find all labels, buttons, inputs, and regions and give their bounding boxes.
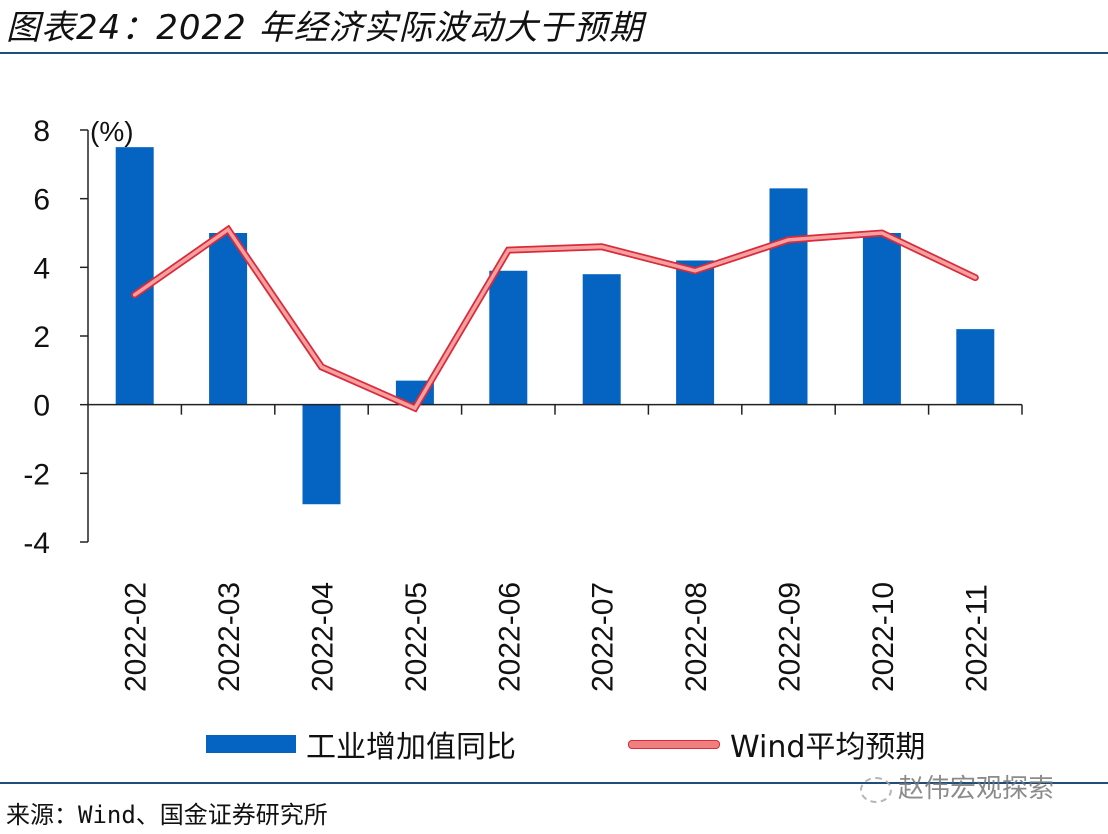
- y-tick-label: 6: [33, 184, 50, 217]
- x-tick-label: 2022-05: [400, 582, 433, 692]
- y-tick-label: 2: [33, 321, 50, 354]
- y-tick-label: 8: [33, 115, 50, 148]
- bar: [209, 233, 248, 405]
- line-point: [973, 276, 977, 280]
- title-divider: [0, 52, 1108, 54]
- watermark-text: 赵伟宏观探索: [898, 774, 1055, 804]
- x-tick-label: 2022-10: [867, 582, 900, 692]
- y-axis: 8 6 4 2 0 -2 -4: [23, 115, 89, 560]
- line-path: [132, 227, 978, 411]
- line-point: [133, 293, 137, 297]
- legend: 工业增加值同比 Wind平均预期: [0, 722, 1108, 765]
- legend-bar-swatch: [206, 735, 296, 753]
- bar: [956, 329, 995, 405]
- x-tick-label: 2022-06: [493, 582, 526, 692]
- bar: [582, 274, 621, 405]
- legend-line-swatch: [628, 739, 720, 749]
- legend-label-line: Wind平均预期: [730, 730, 926, 765]
- line-point: [413, 406, 417, 410]
- bar-series: [115, 147, 995, 505]
- x-tick-label: 2022-02: [120, 582, 153, 692]
- line-point: [880, 231, 884, 235]
- bar: [862, 233, 901, 405]
- y-unit-label: (%): [90, 116, 134, 147]
- watermark: 赵伟宏观探索: [860, 768, 1054, 805]
- x-tick-label: 2022-03: [213, 582, 246, 692]
- y-tick-label: -2: [23, 458, 50, 491]
- x-tick-label: 2022-08: [680, 582, 713, 692]
- x-tick-label: 2022-09: [774, 582, 807, 692]
- legend-label-bar: 工业增加值同比: [306, 730, 516, 765]
- bar: [489, 270, 528, 405]
- footer-divider: [0, 782, 1108, 784]
- bar: [302, 404, 341, 505]
- chart-title: 图表24：2022 年经济实际波动大于预期: [6, 8, 644, 48]
- source-note: 来源：Wind、国金证券研究所: [6, 801, 328, 829]
- line-point: [226, 228, 230, 232]
- y-tick-label: 4: [33, 252, 50, 285]
- bar: [769, 188, 808, 405]
- legend-item-bar: 工业增加值同比: [206, 722, 516, 766]
- bar: [676, 260, 715, 405]
- line-point: [693, 269, 697, 273]
- line-point: [320, 365, 323, 369]
- line-series: [131, 224, 979, 413]
- x-tick-label: 2022-11: [960, 584, 993, 692]
- line-outline: [131, 224, 979, 413]
- line-point: [506, 248, 510, 252]
- wechat-icon: [860, 776, 892, 803]
- y-tick-label: -4: [23, 527, 50, 560]
- x-tick-labels: 2022-02 2022-03 2022-04 2022-05 2022-06 2022-…: [120, 582, 994, 692]
- line-point: [787, 238, 790, 242]
- x-axis: [88, 403, 1023, 415]
- x-tick-label: 2022-04: [307, 582, 340, 692]
- bar: [115, 147, 154, 405]
- line-point: [600, 245, 604, 249]
- y-tick-label: 0: [33, 390, 50, 423]
- legend-item-line: Wind平均预期: [628, 722, 925, 766]
- x-tick-label: 2022-07: [587, 582, 620, 692]
